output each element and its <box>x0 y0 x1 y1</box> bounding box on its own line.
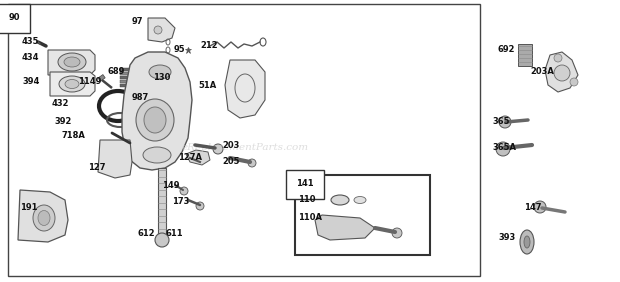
Text: 435: 435 <box>22 38 40 47</box>
Circle shape <box>148 93 158 103</box>
Text: 141: 141 <box>296 180 314 188</box>
Text: 110: 110 <box>298 195 316 204</box>
Text: 612: 612 <box>138 230 156 239</box>
Circle shape <box>392 228 402 238</box>
Circle shape <box>534 201 546 213</box>
Text: 203A: 203A <box>530 67 554 76</box>
Text: 127A: 127A <box>178 153 202 162</box>
Text: 718A: 718A <box>62 131 86 140</box>
Text: 432: 432 <box>52 100 69 109</box>
Text: 110A: 110A <box>298 213 322 221</box>
Polygon shape <box>148 18 175 42</box>
Polygon shape <box>545 52 578 92</box>
Text: 365A: 365A <box>492 144 516 153</box>
Text: 987: 987 <box>132 94 149 102</box>
Text: 127: 127 <box>88 162 105 171</box>
Text: 611: 611 <box>165 230 183 239</box>
Text: 203: 203 <box>222 142 239 151</box>
Circle shape <box>554 65 570 81</box>
Bar <box>98 74 105 81</box>
Ellipse shape <box>149 65 171 79</box>
Polygon shape <box>98 140 132 178</box>
Circle shape <box>180 187 188 195</box>
Ellipse shape <box>520 230 534 254</box>
Text: 90: 90 <box>8 14 20 23</box>
Text: 173: 173 <box>172 197 189 206</box>
Ellipse shape <box>143 147 171 163</box>
Text: 212: 212 <box>200 41 218 50</box>
Ellipse shape <box>33 205 55 231</box>
Bar <box>158 168 166 236</box>
Ellipse shape <box>58 53 86 71</box>
Polygon shape <box>122 52 192 170</box>
Text: 393: 393 <box>498 232 515 241</box>
Text: eReplacementParts.com: eReplacementParts.com <box>182 144 309 153</box>
Ellipse shape <box>64 57 80 67</box>
Text: 95: 95 <box>174 45 185 54</box>
Bar <box>8 4 480 276</box>
Ellipse shape <box>38 210 50 226</box>
Polygon shape <box>225 60 265 118</box>
Text: 392: 392 <box>54 118 71 127</box>
Circle shape <box>196 202 204 210</box>
Text: 149: 149 <box>162 180 180 190</box>
Ellipse shape <box>163 68 173 88</box>
Text: 191: 191 <box>20 204 37 213</box>
Text: 147: 147 <box>524 204 541 213</box>
Circle shape <box>213 144 223 154</box>
Circle shape <box>248 159 256 167</box>
Circle shape <box>554 54 562 62</box>
Bar <box>120 72 134 75</box>
Bar <box>295 175 430 255</box>
Text: 394: 394 <box>22 78 40 87</box>
Ellipse shape <box>331 195 349 205</box>
Ellipse shape <box>354 197 366 204</box>
Ellipse shape <box>524 236 530 248</box>
Polygon shape <box>48 50 95 75</box>
Text: 97: 97 <box>132 17 143 27</box>
Bar <box>120 76 134 79</box>
Bar <box>518 44 532 66</box>
Ellipse shape <box>59 76 85 92</box>
Ellipse shape <box>144 107 166 133</box>
Ellipse shape <box>136 99 174 141</box>
Text: 51A: 51A <box>198 81 216 91</box>
Circle shape <box>155 233 169 247</box>
Text: 365: 365 <box>492 118 510 127</box>
Circle shape <box>570 78 578 86</box>
Polygon shape <box>50 72 95 96</box>
Circle shape <box>499 116 511 128</box>
Polygon shape <box>18 190 68 242</box>
Text: 205: 205 <box>222 158 239 166</box>
Text: 689: 689 <box>108 67 125 76</box>
Bar <box>120 68 134 71</box>
Bar <box>120 80 134 83</box>
Text: 692: 692 <box>498 45 515 54</box>
Text: 1149: 1149 <box>78 78 102 87</box>
Polygon shape <box>144 90 162 106</box>
Circle shape <box>154 26 162 34</box>
Bar <box>120 84 134 87</box>
Polygon shape <box>186 150 210 165</box>
Text: 130: 130 <box>153 74 170 83</box>
Polygon shape <box>315 215 375 240</box>
Text: 434: 434 <box>22 54 40 63</box>
Circle shape <box>496 142 510 156</box>
Ellipse shape <box>65 80 79 89</box>
